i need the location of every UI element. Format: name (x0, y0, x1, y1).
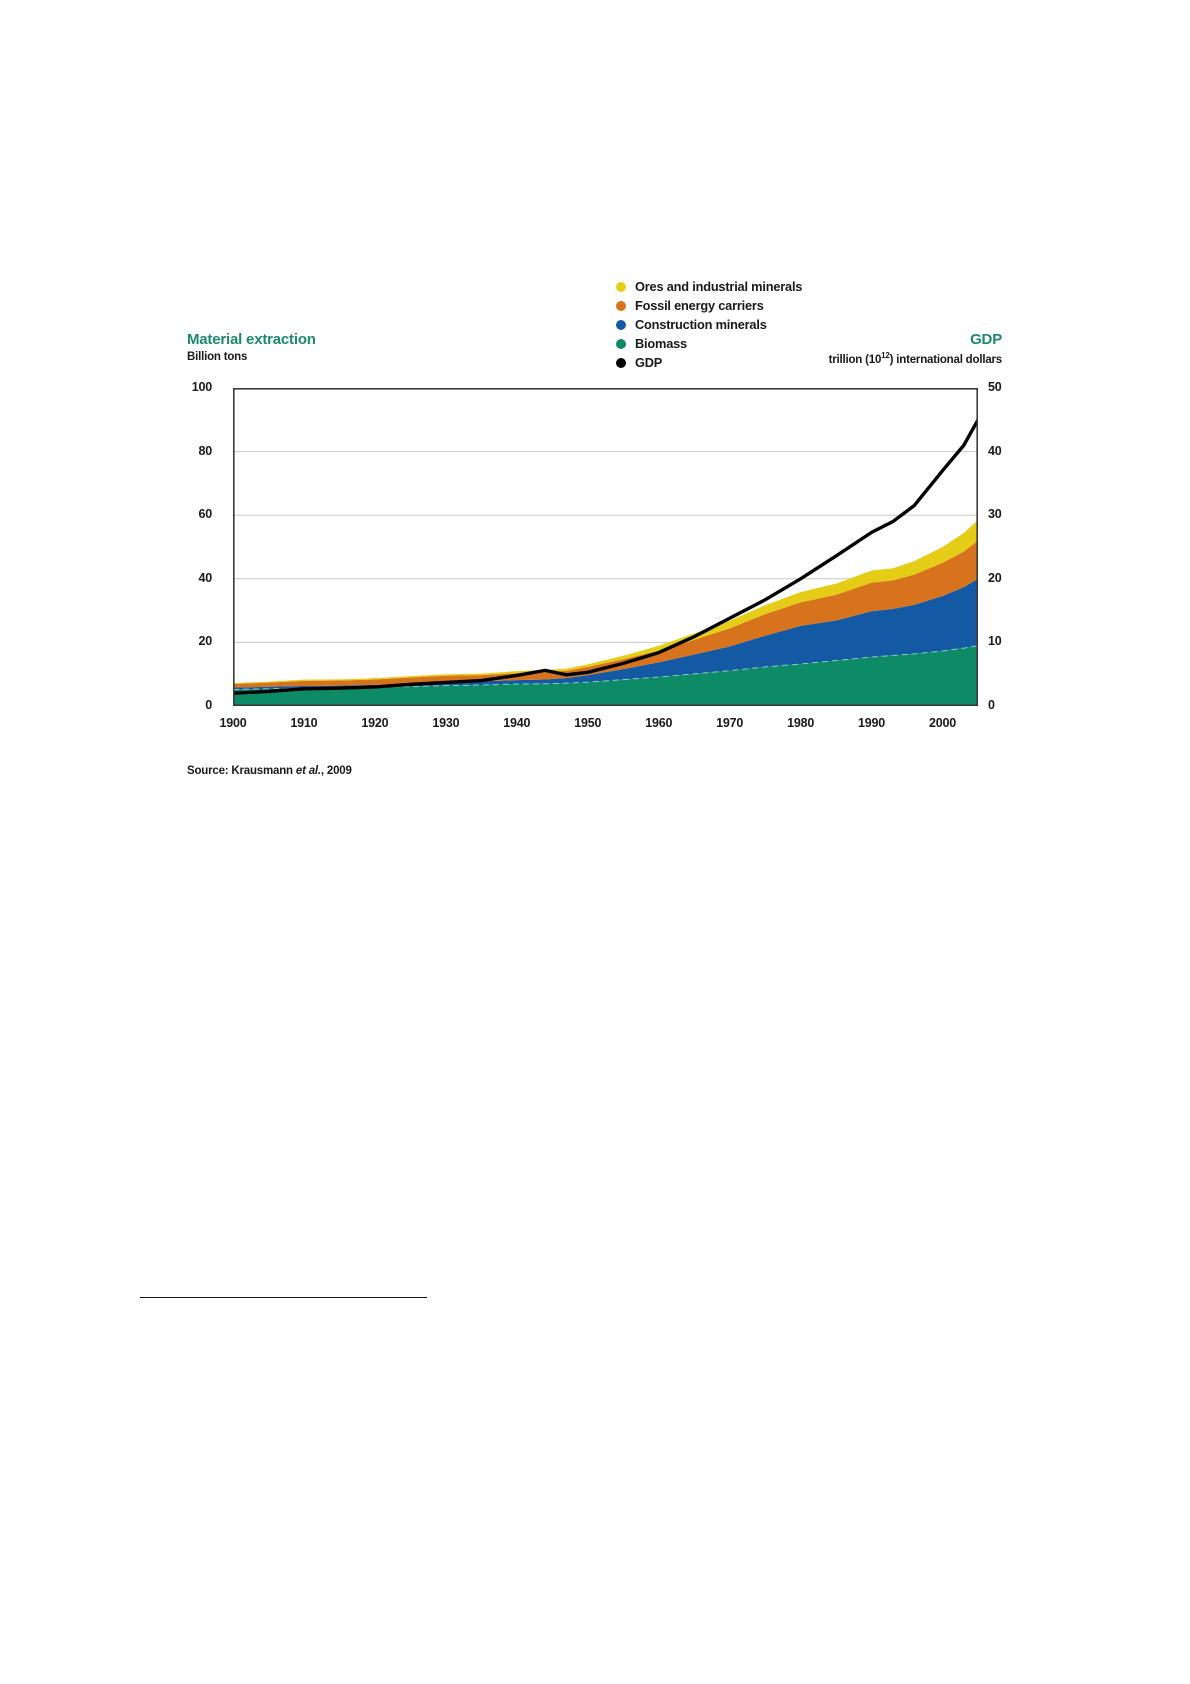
x-tick-1980: 1980 (787, 716, 815, 730)
x-tick-1920: 1920 (361, 716, 389, 730)
x-tick-1950: 1950 (574, 716, 602, 730)
y-tick-right-20: 20 (988, 570, 1002, 585)
unit-right-prefix: trillion (10 (828, 353, 882, 366)
x-tick-1940: 1940 (503, 716, 531, 730)
right-axis-header: GDP trillion (1012) international dollar… (828, 331, 1003, 366)
source-prefix: Source: Krausmann (187, 765, 296, 777)
y-tick-left-20: 20 (198, 634, 212, 649)
source-note: Source: Krausmann et al., 2009 (187, 765, 352, 777)
ores-bullet-icon (616, 281, 626, 292)
footnote-rule (140, 1297, 427, 1298)
area-fossil-energy-carriers (233, 540, 978, 688)
x-tick-1930: 1930 (432, 716, 460, 730)
source-et-al: et al. (295, 765, 321, 777)
y-tick-right-10: 10 (988, 634, 1002, 649)
fossil-bullet-icon (616, 300, 626, 311)
chart-unit-right: trillion (1012) international dollars (828, 351, 1003, 366)
area-biomass (233, 645, 978, 706)
unit-right-suffix: ) international dollars (889, 353, 1003, 366)
chart-legend: Ores and industrial minerals Fossil ener… (616, 277, 802, 372)
area-construction-minerals (233, 578, 978, 690)
y-tick-left-80: 80 (198, 443, 212, 458)
biomass-bullet-icon (616, 338, 626, 349)
legend-item-label: Ores and industrial minerals (635, 279, 803, 294)
y-tick-right-30: 30 (988, 507, 1002, 522)
legend-item-label: Fossil energy carriers (635, 298, 764, 313)
unit-right-superscript: 12 (881, 351, 890, 360)
x-tick-1960: 1960 (645, 716, 673, 730)
chart-title-right: GDP (970, 331, 1002, 348)
legend-item-label: Biomass (635, 336, 687, 351)
y-tick-left-40: 40 (198, 570, 212, 585)
x-axis: 1900 1910 1920 1930 1940 1950 1960 1970 1980 1990… (219, 712, 978, 732)
gdp-bullet-icon (616, 357, 626, 368)
legend-item-label: Construction minerals (635, 317, 767, 332)
y-axis-right: 50 40 30 20 10 0 (988, 380, 1038, 712)
legend-item-biomass: Biomass (616, 334, 802, 353)
x-tick-1990: 1990 (858, 716, 886, 730)
y-tick-left-0: 0 (205, 698, 212, 712)
x-tick-1910: 1910 (290, 716, 318, 730)
chart-title-left: Material extraction (187, 331, 316, 348)
y-tick-left-100: 100 (191, 380, 212, 394)
legend-item-fossil: Fossil energy carriers (616, 296, 802, 315)
x-tick-1970: 1970 (716, 716, 744, 730)
legend-item-ores: Ores and industrial minerals (616, 277, 802, 296)
x-tick-1900: 1900 (219, 716, 247, 730)
plot-frame (233, 388, 979, 706)
stacked-area-chart (231, 388, 980, 706)
gdp-line (231, 418, 980, 695)
chart-unit-left: Billion tons (187, 351, 248, 363)
y-tick-right-50: 50 (988, 380, 1002, 394)
left-axis-header: Material extraction Billion tons (187, 331, 316, 363)
y-axis-left: 100 80 60 40 20 0 (140, 380, 212, 712)
y-tick-right-0: 0 (988, 698, 995, 712)
y-tick-right-40: 40 (988, 443, 1002, 458)
source-suffix: , 2009 (320, 765, 352, 777)
legend-item-label: GDP (635, 355, 663, 370)
construction-bullet-icon (616, 319, 626, 330)
y-tick-left-60: 60 (198, 507, 212, 522)
plot-area (231, 388, 980, 706)
legend-item-construction: Construction minerals (616, 315, 802, 334)
x-tick-2000: 2000 (929, 716, 957, 730)
legend-item-gdp: GDP (616, 353, 802, 372)
